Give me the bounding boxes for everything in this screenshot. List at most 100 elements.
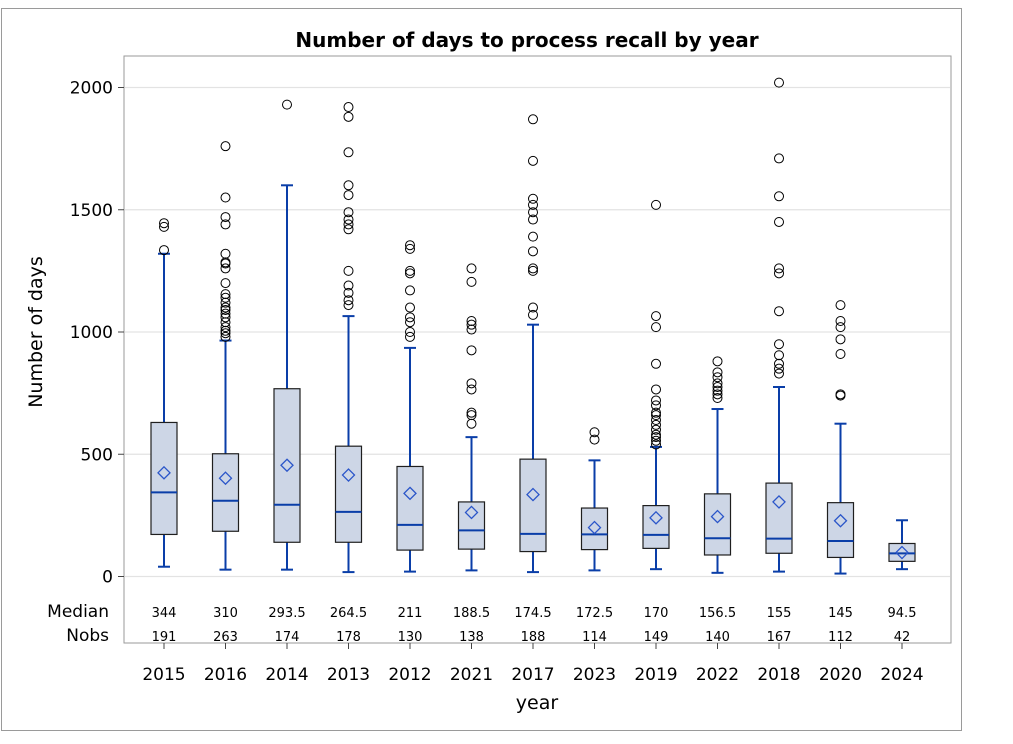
- outlier-point: [651, 439, 661, 450]
- nobs-value: 114: [582, 630, 607, 645]
- x-axis-title: year: [516, 692, 559, 714]
- x-tick-label: 2020: [819, 665, 862, 685]
- outlier-point: [220, 212, 231, 223]
- median-value: 172.5: [576, 606, 613, 621]
- outlier-point: [466, 410, 477, 421]
- outlier-point: [528, 199, 538, 210]
- outlier-point: [343, 300, 354, 311]
- x-tick-label: 2023: [573, 665, 616, 685]
- outlier-point: [528, 302, 538, 313]
- outlier-point: [712, 382, 723, 393]
- box-2022: [703, 356, 732, 574]
- iqr-box: [457, 501, 486, 550]
- outlier-point: [774, 368, 784, 379]
- nobs-value: 188: [521, 630, 546, 645]
- nobs-value: 263: [213, 630, 238, 645]
- outlier-point: [774, 153, 784, 164]
- outlier-point: [774, 363, 784, 374]
- outlier-point: [343, 219, 354, 230]
- outlier-point: [466, 418, 477, 429]
- stat-row-label: Median: [47, 602, 109, 622]
- median-value: 293.5: [268, 606, 305, 621]
- outlier-point: [405, 312, 415, 323]
- x-tick-label: 2018: [757, 665, 800, 685]
- median-value: 211: [398, 606, 423, 621]
- outlier-point: [774, 191, 784, 202]
- outlier-point: [528, 246, 538, 257]
- outlier-point: [466, 263, 477, 274]
- y-axis-title: Number of days: [25, 256, 47, 408]
- boxplot-chart: Number of days to process recall by year…: [25, 28, 952, 714]
- outlier-point: [589, 427, 600, 438]
- outlier-point: [712, 393, 723, 404]
- outlier-point: [712, 372, 723, 383]
- outlier-point: [528, 214, 538, 225]
- outlier-point: [651, 432, 661, 443]
- mean-marker: [772, 495, 786, 509]
- outlier-point: [343, 224, 354, 235]
- outlier-point: [220, 278, 231, 289]
- outlier-point: [651, 400, 661, 411]
- outlier-point: [528, 309, 538, 320]
- outlier-point: [774, 339, 784, 350]
- x-tick-label: 2021: [450, 665, 493, 685]
- y-axis-ticks: 0 500 1000 1500 2000: [70, 79, 124, 588]
- outlier-point: [651, 419, 661, 430]
- outlier-point: [774, 263, 784, 274]
- outlier-point: [651, 384, 661, 395]
- outlier-point: [835, 389, 846, 400]
- outlier-point: [405, 317, 415, 328]
- outlier-point: [343, 265, 354, 276]
- outlier-point: [835, 334, 846, 345]
- box-2012: [396, 240, 424, 573]
- outlier-point: [405, 243, 415, 254]
- x-tick-label: 2014: [265, 665, 308, 685]
- outlier-point: [405, 331, 415, 342]
- x-axis-ticks: 2015 2016 2014 2013 2012 2021 2017 2023 2019 2022…: [142, 643, 924, 685]
- mean-marker: [587, 520, 602, 535]
- outlier-point: [220, 263, 231, 274]
- outlier-point: [466, 345, 477, 356]
- outlier-point: [343, 207, 354, 218]
- nobs-value: 167: [767, 630, 792, 645]
- box-2021: [457, 263, 486, 572]
- box-2023: [580, 427, 609, 572]
- outlier-point: [343, 295, 354, 306]
- median-value: 155: [767, 606, 792, 621]
- nobs-value: 191: [152, 630, 177, 645]
- outlier-point: [220, 328, 231, 339]
- iqr-box: [396, 465, 424, 551]
- outlier-point: [712, 385, 723, 396]
- outlier-point: [220, 308, 231, 319]
- x-tick-label: 2017: [511, 665, 554, 685]
- outlier-point: [774, 306, 784, 317]
- outlier-point: [343, 214, 354, 225]
- mean-marker: [464, 505, 479, 520]
- mean-marker: [157, 465, 171, 480]
- nobs-value: 130: [398, 630, 423, 645]
- box-2018: [765, 77, 793, 573]
- gridlines: [125, 86, 950, 578]
- mean-marker: [280, 458, 294, 473]
- mean-marker: [341, 468, 356, 482]
- outlier-point: [651, 322, 661, 333]
- mean-marker: [649, 510, 663, 525]
- median-value: 170: [644, 606, 669, 621]
- nobs-value: 140: [705, 630, 730, 645]
- mean-marker: [895, 545, 909, 560]
- outlier-point: [712, 356, 723, 367]
- outlier-point: [651, 424, 661, 435]
- outlier-point: [466, 407, 477, 418]
- box-2019: [642, 199, 670, 571]
- nobs-value: 174: [275, 630, 300, 645]
- outlier-point: [405, 302, 415, 313]
- outlier-point: [528, 114, 538, 125]
- outlier-point: [405, 285, 415, 296]
- median-value: 188.5: [453, 606, 490, 621]
- outlier-point: [343, 111, 354, 122]
- stats-table: Median Nobs 344 191 310 263 293.5 174 264.5 178 21…: [47, 602, 916, 646]
- nobs-value: 149: [644, 630, 669, 645]
- outlier-point: [220, 331, 231, 342]
- outlier-point: [220, 289, 231, 300]
- outlier-point: [835, 315, 846, 326]
